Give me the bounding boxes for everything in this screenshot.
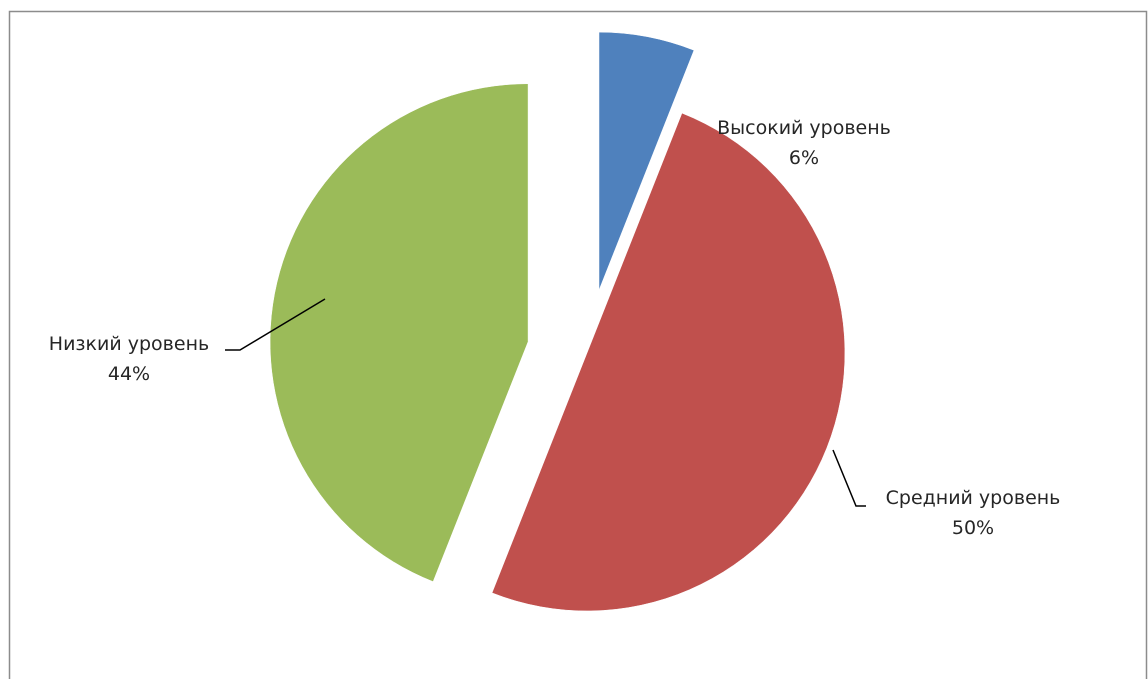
pie-slice-high [598, 31, 695, 291]
label-high-value: 6% [789, 147, 819, 169]
pie-slice-low [269, 83, 529, 582]
label-medium-name: Средний уровень [886, 487, 1061, 509]
pie-slice-medium [491, 112, 845, 612]
label-low-value: 44% [108, 363, 150, 385]
label-low-name: Низкий уровень [49, 333, 209, 355]
leader-line-low [225, 298, 326, 351]
label-high-name: Высокий уровень [717, 117, 891, 139]
label-medium-value: 50% [952, 517, 994, 539]
leader-line-medium [832, 449, 866, 507]
